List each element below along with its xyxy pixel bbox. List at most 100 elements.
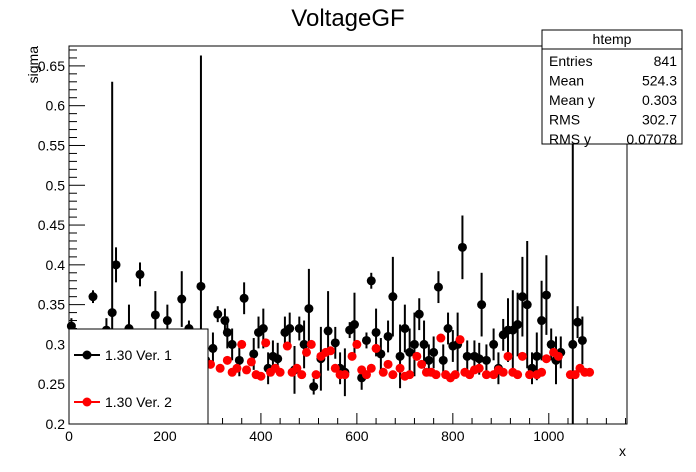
data-point bbox=[522, 300, 532, 310]
stats-value: 524.3 bbox=[642, 73, 677, 89]
data-point bbox=[517, 351, 527, 361]
stats-box-title: htemp bbox=[593, 31, 632, 47]
data-point bbox=[503, 351, 513, 361]
data-point bbox=[537, 316, 547, 326]
data-point bbox=[88, 292, 98, 302]
x-axis-label: x bbox=[619, 443, 626, 459]
data-point bbox=[349, 320, 359, 330]
data-point bbox=[433, 282, 443, 292]
data-point bbox=[474, 363, 484, 373]
data-point bbox=[417, 359, 427, 369]
data-point bbox=[323, 326, 333, 336]
legend: 1.30 Ver. 1 1.30 Ver. 2 bbox=[68, 328, 209, 425]
data-point bbox=[325, 346, 335, 356]
data-point bbox=[438, 355, 448, 365]
data-point bbox=[457, 242, 467, 252]
y-tick-label: 0.2 bbox=[46, 416, 66, 432]
data-point bbox=[573, 317, 583, 327]
data-point bbox=[330, 338, 340, 348]
y-tick-label: 0.45 bbox=[38, 217, 65, 233]
data-point bbox=[208, 343, 218, 353]
data-point bbox=[405, 370, 415, 380]
stats-value: 0.07078 bbox=[626, 131, 677, 147]
data-point bbox=[297, 370, 307, 380]
data-point bbox=[395, 351, 405, 361]
data-point bbox=[477, 300, 487, 310]
data-point bbox=[301, 347, 311, 357]
y-tick-label: 0.3 bbox=[46, 336, 66, 352]
data-point bbox=[196, 281, 206, 291]
data-point bbox=[481, 370, 491, 380]
data-point bbox=[489, 339, 499, 349]
x-tick-label: 200 bbox=[153, 428, 177, 444]
chart-title: VoltageGF bbox=[291, 5, 404, 32]
data-point bbox=[215, 363, 225, 373]
data-point bbox=[424, 355, 434, 365]
data-point bbox=[568, 339, 578, 349]
data-point bbox=[309, 382, 319, 392]
data-point bbox=[246, 357, 256, 367]
data-point bbox=[227, 339, 237, 349]
data-point bbox=[311, 370, 321, 380]
stats-box: htemp Entries 841 Mean 524.3 Mean y 0.303 RMS 3… bbox=[541, 29, 683, 147]
data-point bbox=[237, 339, 247, 349]
data-point bbox=[275, 367, 285, 377]
data-point bbox=[541, 354, 551, 364]
y-tick-label: 0.65 bbox=[38, 58, 65, 74]
y-tick-label: 0.5 bbox=[46, 177, 66, 193]
data-point bbox=[532, 351, 542, 361]
data-point bbox=[222, 327, 232, 337]
data-point bbox=[162, 316, 172, 326]
data-point bbox=[462, 351, 472, 361]
data-point bbox=[111, 260, 121, 270]
data-point bbox=[395, 363, 405, 373]
data-point bbox=[299, 339, 309, 349]
data-point bbox=[135, 269, 145, 279]
data-point bbox=[455, 335, 465, 345]
data-point bbox=[419, 339, 429, 349]
x-tick-label: 400 bbox=[249, 428, 273, 444]
data-point bbox=[553, 351, 563, 361]
data-point bbox=[239, 293, 249, 303]
stats-label: RMS y bbox=[549, 131, 591, 147]
data-point bbox=[474, 354, 484, 364]
data-point bbox=[517, 292, 527, 302]
data-point bbox=[150, 310, 160, 320]
data-point bbox=[378, 367, 388, 377]
data-point bbox=[371, 327, 381, 337]
data-point bbox=[340, 370, 350, 380]
data-point bbox=[258, 324, 268, 334]
data-point bbox=[366, 363, 376, 373]
data-point bbox=[273, 354, 283, 364]
data-point bbox=[242, 365, 252, 375]
plot-frame bbox=[68, 45, 628, 425]
data-point bbox=[222, 355, 232, 365]
stats-label: RMS bbox=[549, 112, 580, 128]
y-tick-label: 0.55 bbox=[38, 137, 65, 153]
data-point bbox=[585, 367, 595, 377]
data-point bbox=[388, 370, 398, 380]
data-point bbox=[429, 347, 439, 357]
y-tick-label: 0.25 bbox=[38, 376, 65, 392]
legend-items: 1.30 Ver. 1 1.30 Ver. 2 bbox=[74, 347, 172, 410]
data-point bbox=[261, 338, 271, 348]
data-point bbox=[409, 339, 419, 349]
data-point bbox=[412, 351, 422, 361]
data-point bbox=[405, 347, 415, 357]
y-tick-label: 0.6 bbox=[46, 98, 66, 114]
legend-label: 1.30 Ver. 1 bbox=[105, 347, 172, 363]
series-2 bbox=[198, 333, 595, 391]
data-point bbox=[361, 370, 371, 380]
stats-value: 841 bbox=[654, 53, 678, 69]
data-point bbox=[234, 355, 244, 365]
y-axis-label: sigma bbox=[25, 46, 41, 84]
data-point bbox=[513, 370, 523, 380]
data-point bbox=[330, 363, 340, 373]
data-point bbox=[371, 343, 381, 353]
data-point bbox=[498, 367, 508, 377]
data-point bbox=[443, 324, 453, 334]
data-point bbox=[436, 333, 446, 343]
data-point bbox=[232, 363, 242, 373]
legend-marker bbox=[82, 350, 92, 360]
